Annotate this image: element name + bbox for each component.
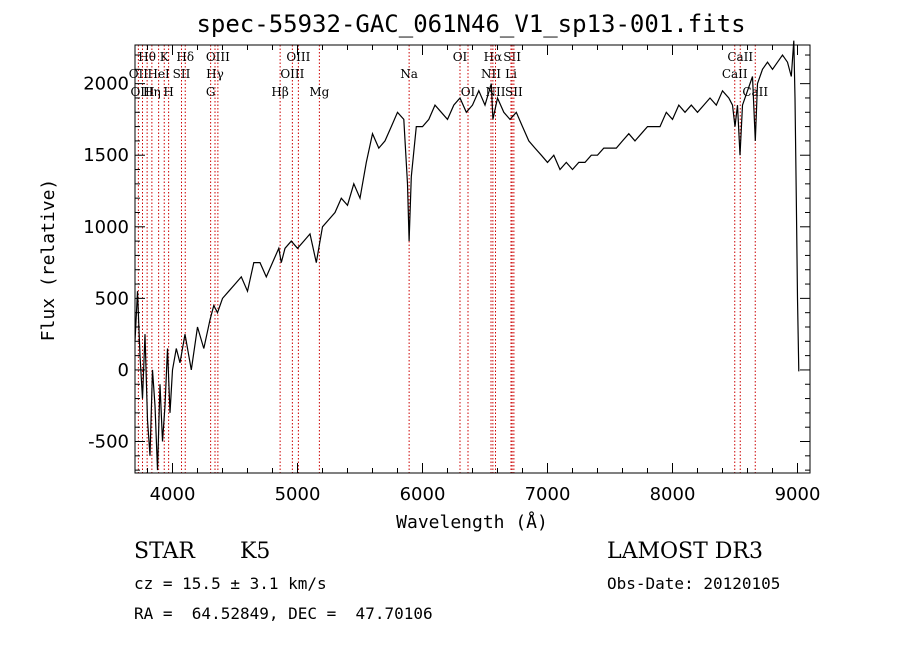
y-axis-label: Flux (relative) bbox=[38, 179, 59, 342]
x-tick-label: 4000 bbox=[150, 484, 196, 505]
y-tick-label: 500 bbox=[95, 288, 129, 309]
marker-label: Na bbox=[400, 67, 418, 81]
line-markers: Hθ OII OIII K HeI Hη H Hδ SII OIII Hγ G Hβ OIII OIII Mg… bbox=[129, 45, 768, 473]
marker-label: OIII bbox=[206, 50, 230, 64]
marker-label: Li bbox=[505, 67, 517, 81]
marker-label: Hα bbox=[484, 50, 503, 64]
marker-label: K bbox=[160, 50, 170, 64]
marker-label: NII bbox=[481, 67, 501, 81]
x-tick-label: 6000 bbox=[400, 484, 446, 505]
y-axis: -500 0 500 1000 1500 2000 bbox=[83, 54, 810, 471]
obs-date: Obs-Date: 20120105 bbox=[607, 574, 781, 593]
marker-label: CaII bbox=[742, 85, 768, 99]
x-tick-label: 7000 bbox=[525, 484, 571, 505]
y-tick-label: 1000 bbox=[83, 217, 129, 238]
redshift-value: cz = 15.5 ± 3.1 km/s bbox=[134, 574, 327, 593]
star-class: STAR bbox=[134, 539, 195, 564]
marker-label: OII bbox=[129, 67, 149, 81]
survey-name: LAMOST DR3 bbox=[607, 539, 763, 564]
marker-label: CaII bbox=[727, 50, 753, 64]
y-tick-label: 0 bbox=[118, 360, 129, 381]
chart-title: spec-55932-GAC_061N46_V1_sp13-001.fits bbox=[196, 10, 745, 38]
marker-label: CaII bbox=[722, 67, 748, 81]
star-subclass: K5 bbox=[240, 539, 271, 564]
marker-label: NII bbox=[486, 85, 506, 99]
x-axis: 4000 5000 6000 7000 8000 9000 bbox=[147, 45, 821, 505]
marker-label: SII bbox=[173, 67, 191, 81]
marker-label: G bbox=[206, 85, 216, 99]
x-axis-label: Wavelength (Å) bbox=[396, 511, 548, 533]
spectrum-line bbox=[134, 40, 800, 471]
marker-label: OIII bbox=[280, 67, 304, 81]
y-tick-label: -500 bbox=[88, 432, 129, 453]
coordinates: RA = 64.52849, DEC = 47.70106 bbox=[134, 604, 433, 623]
marker-label: SII bbox=[503, 50, 521, 64]
marker-label: H bbox=[163, 85, 173, 99]
x-tick-label: 5000 bbox=[275, 484, 321, 505]
marker-label: HeI bbox=[147, 67, 170, 81]
x-tick-label: 8000 bbox=[650, 484, 696, 505]
marker-label: Hβ bbox=[271, 85, 288, 99]
marker-label: Hγ bbox=[206, 67, 224, 81]
marker-label: Hθ bbox=[138, 50, 156, 64]
marker-label: OI bbox=[453, 50, 468, 64]
marker-label: OIII bbox=[130, 85, 154, 99]
y-tick-label: 1500 bbox=[83, 145, 129, 166]
plot-frame bbox=[134, 44, 811, 474]
marker-label: Hη bbox=[143, 85, 161, 99]
x-tick-label: 9000 bbox=[775, 484, 821, 505]
marker-label: OIII bbox=[286, 50, 310, 64]
marker-label: SII bbox=[505, 85, 523, 99]
marker-label: OI bbox=[461, 85, 476, 99]
marker-label: Mg bbox=[309, 85, 329, 99]
marker-label: Hδ bbox=[176, 50, 194, 64]
y-tick-label: 2000 bbox=[83, 74, 129, 95]
